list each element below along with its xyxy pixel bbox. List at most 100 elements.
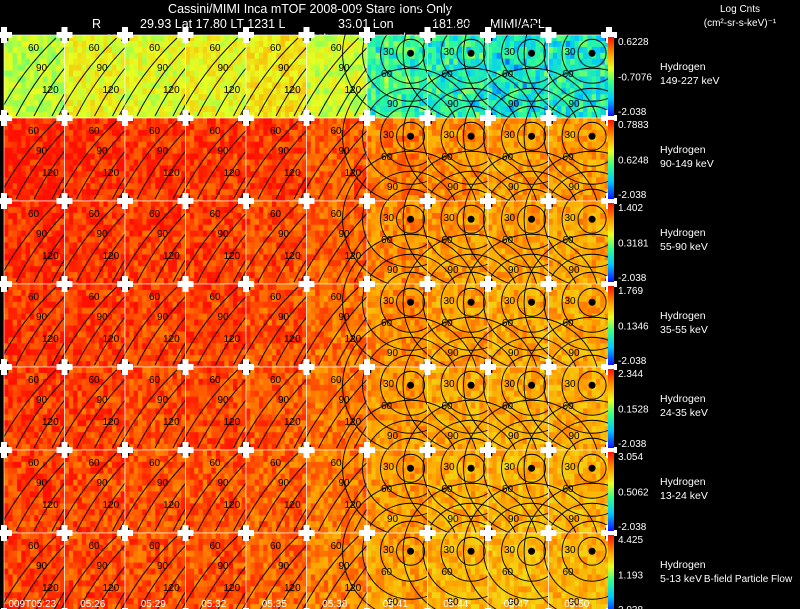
color-bar-tick: 2.344 [618, 369, 643, 380]
contour-label: 60 [331, 375, 343, 386]
contour-label: 90 [387, 431, 399, 442]
contour-label: 90 [448, 348, 460, 359]
contour-label: 60 [442, 69, 454, 80]
contour-label: 90 [157, 63, 169, 74]
time-label: 05:38 [322, 599, 347, 609]
image-cell: 60 90 120 [239, 366, 353, 451]
contour-label: 90 [508, 182, 520, 193]
contour-label: 60 [563, 567, 575, 578]
color-bar-tick: -0.7076 [618, 73, 652, 84]
contour-label: 30 [565, 130, 577, 141]
image-cell: 60 90 120 [179, 283, 292, 368]
image-cell: 30 60 90 [402, 233, 540, 371]
image-cell: 60 90 120 [239, 283, 353, 368]
contour-label: 90 [157, 478, 169, 489]
species-label: Hydrogen [660, 476, 706, 488]
contour-label: 120 [345, 583, 362, 594]
contour-label: 90 [278, 478, 290, 489]
image-cell: 30 60 90 [523, 482, 661, 609]
color-bar-tick: -2.038 [618, 356, 647, 367]
contour-label: 120 [42, 583, 59, 594]
contour-label: 60 [210, 292, 222, 303]
contour-label: 90 [36, 312, 48, 323]
contour-label: 60 [381, 152, 393, 163]
contour-label: 120 [163, 583, 180, 594]
ephemeris-item: 33.01 Lon [338, 17, 394, 31]
contour-label: 90 [569, 431, 581, 442]
contour-label: 90 [97, 561, 109, 572]
contour-label: 60 [381, 567, 393, 578]
contour-label: 60 [331, 541, 343, 552]
contour-label: 90 [157, 146, 169, 157]
contour-label: 30 [504, 47, 516, 58]
contour-label: 120 [163, 334, 180, 345]
contour-label: 90 [448, 182, 460, 193]
contour-label: 90 [387, 514, 399, 525]
image-cell: 60 90 120 [60, 532, 171, 609]
contour-label: 60 [28, 126, 40, 137]
image-cell: 30 60 90 [523, 316, 661, 454]
contour-label: 60 [442, 152, 454, 163]
contour-label: 90 [218, 229, 230, 240]
contour-label: 30 [383, 545, 395, 556]
image-cell: 60 90 120 [118, 366, 232, 451]
color-bar-tick: 4.425 [618, 535, 643, 546]
image-cell: 60 90 120 [0, 283, 111, 368]
contour-label: 90 [508, 431, 520, 442]
contour-label: 30 [444, 379, 456, 390]
contour-label: 60 [381, 318, 393, 329]
contour-label: 120 [284, 334, 301, 345]
color-bar [608, 120, 614, 199]
contour-label: 120 [224, 500, 241, 511]
contour-label: 60 [149, 292, 161, 303]
contour-label: 60 [331, 292, 343, 303]
contour-label: 90 [387, 265, 399, 276]
contour-label: 60 [149, 43, 161, 54]
contour-label: 60 [89, 375, 101, 386]
contour-label: 30 [383, 47, 395, 58]
contour-label: 60 [563, 318, 575, 329]
color-bar [608, 369, 614, 448]
contour-label: 90 [278, 63, 290, 74]
contour-label: 120 [224, 334, 241, 345]
contour-label: 90 [97, 478, 109, 489]
contour-label: 30 [383, 296, 395, 307]
color-bar [608, 203, 614, 282]
contour-label: 60 [89, 541, 101, 552]
color-bar-tick: 2.038 [618, 605, 643, 609]
contour-label: 60 [89, 458, 101, 469]
contour-label: 90 [387, 348, 399, 359]
contour-label: 120 [284, 251, 301, 262]
color-bar-tick: 3.054 [618, 452, 643, 463]
color-bar-tick: 1.769 [618, 286, 643, 297]
image-cell: 60 90 120 [300, 283, 413, 368]
time-label: 05:26 [80, 599, 105, 609]
species-label: Hydrogen [660, 144, 706, 156]
contour-label: 120 [103, 417, 120, 428]
contour-label: 60 [149, 458, 161, 469]
time-label: 05:29 [141, 599, 166, 609]
contour-label: 90 [508, 99, 520, 110]
contour-label: 90 [569, 265, 581, 276]
image-cell: 30 60 90 [463, 482, 600, 609]
contour-label: 90 [157, 312, 169, 323]
contour-label: 120 [42, 251, 59, 262]
image-cell: 30 60 90 [463, 67, 601, 205]
image-cells: 60 90 120 60 90 120 60 90 120 60 90 120 60 90 120 60 90 1… [0, 27, 661, 609]
contour-label: 30 [565, 213, 577, 224]
contour-label: 120 [224, 583, 241, 594]
color-bar-tick: -2.038 [618, 439, 647, 450]
contour-label: 90 [278, 229, 290, 240]
contour-label: 90 [157, 229, 169, 240]
contour-label: 60 [563, 69, 575, 80]
contour-label: 90 [508, 597, 520, 608]
ephemeris-item: 181.80 [432, 17, 470, 31]
contour-label: 90 [97, 63, 109, 74]
contour-label: 60 [89, 43, 101, 54]
image-cell: 60 90 120 [0, 532, 111, 609]
contour-label: 90 [97, 312, 109, 323]
contour-label: 60 [210, 43, 222, 54]
contour-label: 60 [502, 401, 514, 412]
contour-label: 90 [448, 597, 460, 608]
units-label-2: (cm²-sr-s-keV)⁻¹ [704, 18, 777, 29]
